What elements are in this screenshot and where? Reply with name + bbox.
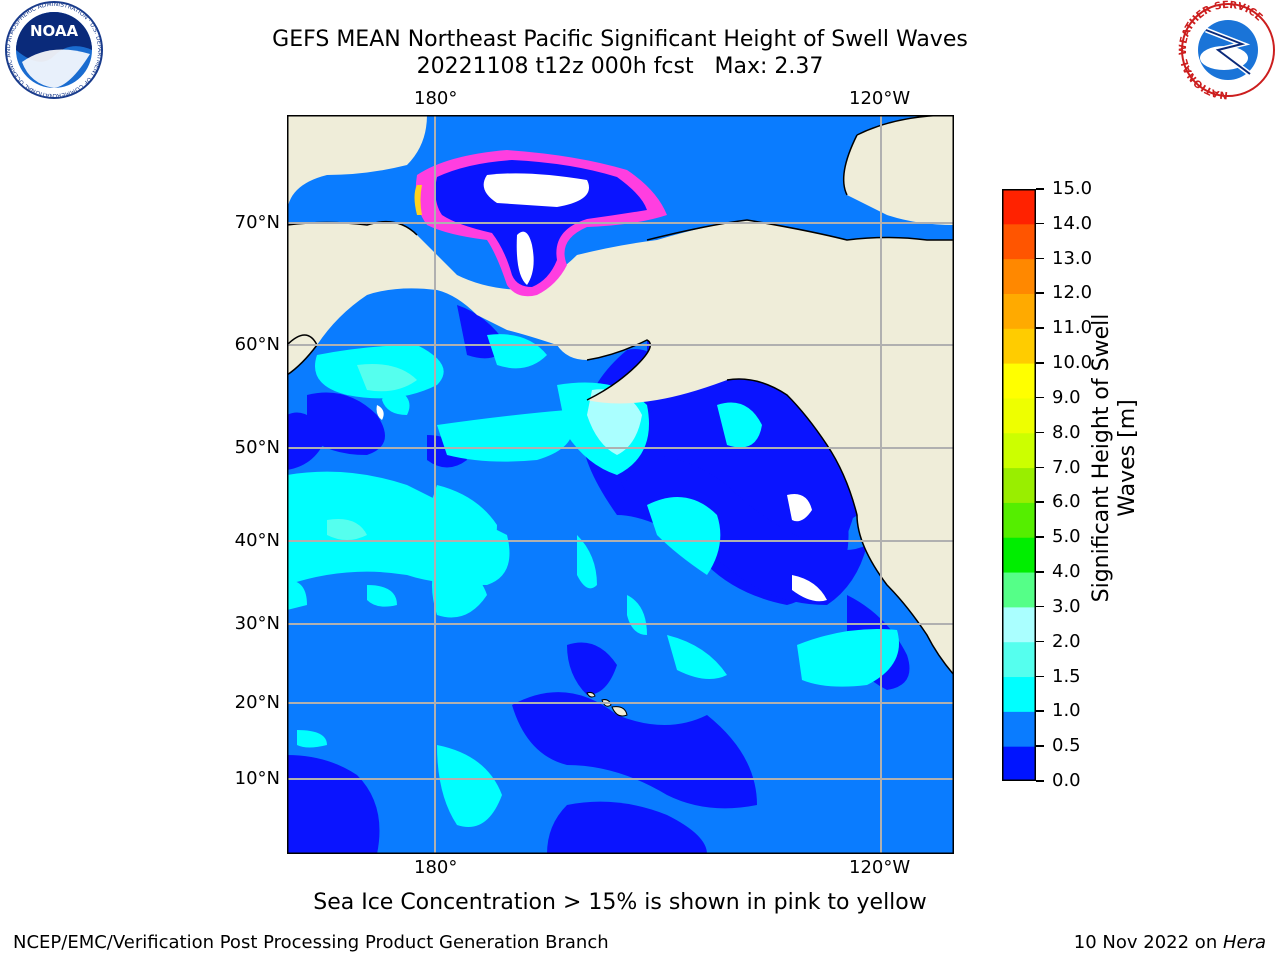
colorbar-swatch bbox=[1002, 363, 1036, 399]
lat-label-50n: 50°N bbox=[234, 437, 280, 458]
lat-label-60n: 60°N bbox=[234, 334, 280, 355]
colorbar-tick-mark bbox=[1036, 362, 1044, 364]
lat-label-30n: 30°N bbox=[234, 613, 280, 634]
colorbar-tick-mark bbox=[1036, 640, 1044, 643]
colorbar-tick-mark bbox=[1036, 501, 1044, 503]
colorbar-tick-mark bbox=[1036, 222, 1044, 225]
colorbar-tick-label: 0.0 bbox=[1052, 770, 1081, 791]
lon-label-bottom-120w: 120°W bbox=[849, 857, 911, 878]
colorbar-tick-label: 15.0 bbox=[1052, 178, 1093, 199]
colorbar-tick-label: 8.0 bbox=[1052, 421, 1081, 443]
colorbar-tick-label: 13.0 bbox=[1052, 247, 1093, 269]
colorbar-tick-mark bbox=[1036, 466, 1044, 469]
nws-logo: NATIONAL WEATHER SERVICE bbox=[1178, 0, 1275, 100]
footer-date: 10 Nov 2022 on Hera bbox=[1073, 932, 1266, 953]
colorbar-tick-label: 5.0 bbox=[1052, 526, 1081, 548]
hawaii-islands bbox=[586, 691, 628, 717]
colorbar-tick-mark bbox=[1036, 327, 1044, 329]
noaa-logo-text: NOAA bbox=[30, 22, 79, 40]
footer-host: Hera bbox=[1222, 932, 1266, 953]
colorbar-swatch bbox=[1002, 537, 1036, 573]
map-frame bbox=[287, 115, 954, 854]
lat-label-10n: 10°N bbox=[234, 768, 280, 789]
colorbar-tick-label: 4.0 bbox=[1052, 561, 1081, 583]
map-subtitle: 20221108 t12z 000h fcst Max: 2.37 bbox=[416, 54, 824, 79]
colorbar-swatch bbox=[1002, 223, 1036, 260]
noaa-logo: NOAA NATIONAL OCEANIC AND ATMOSPHERIC AD… bbox=[0, 0, 103, 99]
colorbar-swatch bbox=[1002, 258, 1036, 294]
lat-label-40n: 40°N bbox=[234, 530, 280, 551]
colorbar-tick-label: 2.0 bbox=[1052, 630, 1081, 652]
colorbar-swatch bbox=[1002, 293, 1036, 329]
colorbar-swatch bbox=[1002, 572, 1036, 608]
colorbar-swatch bbox=[1002, 397, 1036, 434]
colorbar-swatch bbox=[1002, 746, 1036, 781]
colorbar-tick-label: 10.0 bbox=[1052, 352, 1093, 374]
lon-label-top-120w: 120°W bbox=[849, 88, 911, 109]
swell-height-map bbox=[287, 115, 954, 854]
colorbar-swatch bbox=[1002, 432, 1036, 469]
colorbar-tick-label: 1.5 bbox=[1052, 665, 1081, 687]
colorbar-tick-label: 14.0 bbox=[1052, 212, 1093, 234]
colorbar-title: Significant Height of Swell Waves [m] bbox=[1089, 313, 1140, 603]
colorbar-tick-mark bbox=[1036, 710, 1044, 712]
colorbar-tick-label: 1.0 bbox=[1052, 700, 1081, 722]
colorbar-tick-mark bbox=[1036, 292, 1044, 294]
colorbar-swatch bbox=[1002, 502, 1036, 538]
lat-label-20n: 20°N bbox=[234, 692, 280, 713]
coastlines bbox=[287, 115, 954, 676]
colorbar-swatch bbox=[1002, 711, 1036, 747]
graticule bbox=[287, 115, 954, 854]
colorbar-swatch bbox=[1002, 467, 1036, 503]
colorbar-swatch bbox=[1002, 641, 1036, 678]
lat-label-70n: 70°N bbox=[234, 212, 280, 233]
colorbar-tick-mark bbox=[1036, 188, 1044, 190]
footer-organization: NCEP/EMC/Verification Post Processing Pr… bbox=[13, 932, 609, 953]
colorbar-tick-mark bbox=[1036, 780, 1044, 782]
colorbar-swatch bbox=[1002, 328, 1036, 364]
colorbar-tick-mark bbox=[1036, 257, 1044, 260]
colorbar-tick-label: 3.0 bbox=[1052, 595, 1081, 617]
sea-ice-caption: Sea Ice Concentration > 15% is shown in … bbox=[313, 890, 927, 915]
colorbar-swatch bbox=[1002, 189, 1036, 225]
colorbar-tick-mark bbox=[1036, 396, 1044, 399]
lon-label-top-180: 180° bbox=[414, 88, 458, 109]
colorbar-tick-label: 7.0 bbox=[1052, 456, 1081, 478]
colorbar-tick-mark bbox=[1036, 431, 1044, 434]
colorbar-swatch bbox=[1002, 606, 1036, 643]
colorbar-tick-mark bbox=[1036, 536, 1044, 538]
colorbar-tick-label: 0.5 bbox=[1052, 735, 1081, 757]
swell-2-3-region bbox=[587, 389, 642, 455]
colorbar-swatch bbox=[1002, 676, 1036, 712]
colorbar bbox=[1002, 189, 1036, 781]
colorbar-tick-label: 9.0 bbox=[1052, 386, 1081, 408]
land-masses bbox=[287, 115, 954, 675]
colorbar-tick-label: 6.0 bbox=[1052, 491, 1081, 513]
colorbar-tick-mark bbox=[1036, 675, 1044, 678]
colorbar-tick-label: 12.0 bbox=[1052, 282, 1093, 304]
colorbar-tick-mark bbox=[1036, 745, 1044, 747]
colorbar-tick-label: 11.0 bbox=[1052, 317, 1093, 339]
lon-label-bottom-180: 180° bbox=[414, 857, 458, 878]
map-title: GEFS MEAN Northeast Pacific Significant … bbox=[272, 27, 968, 52]
colorbar-tick-mark bbox=[1036, 605, 1044, 608]
colorbar-tick-mark bbox=[1036, 571, 1044, 573]
